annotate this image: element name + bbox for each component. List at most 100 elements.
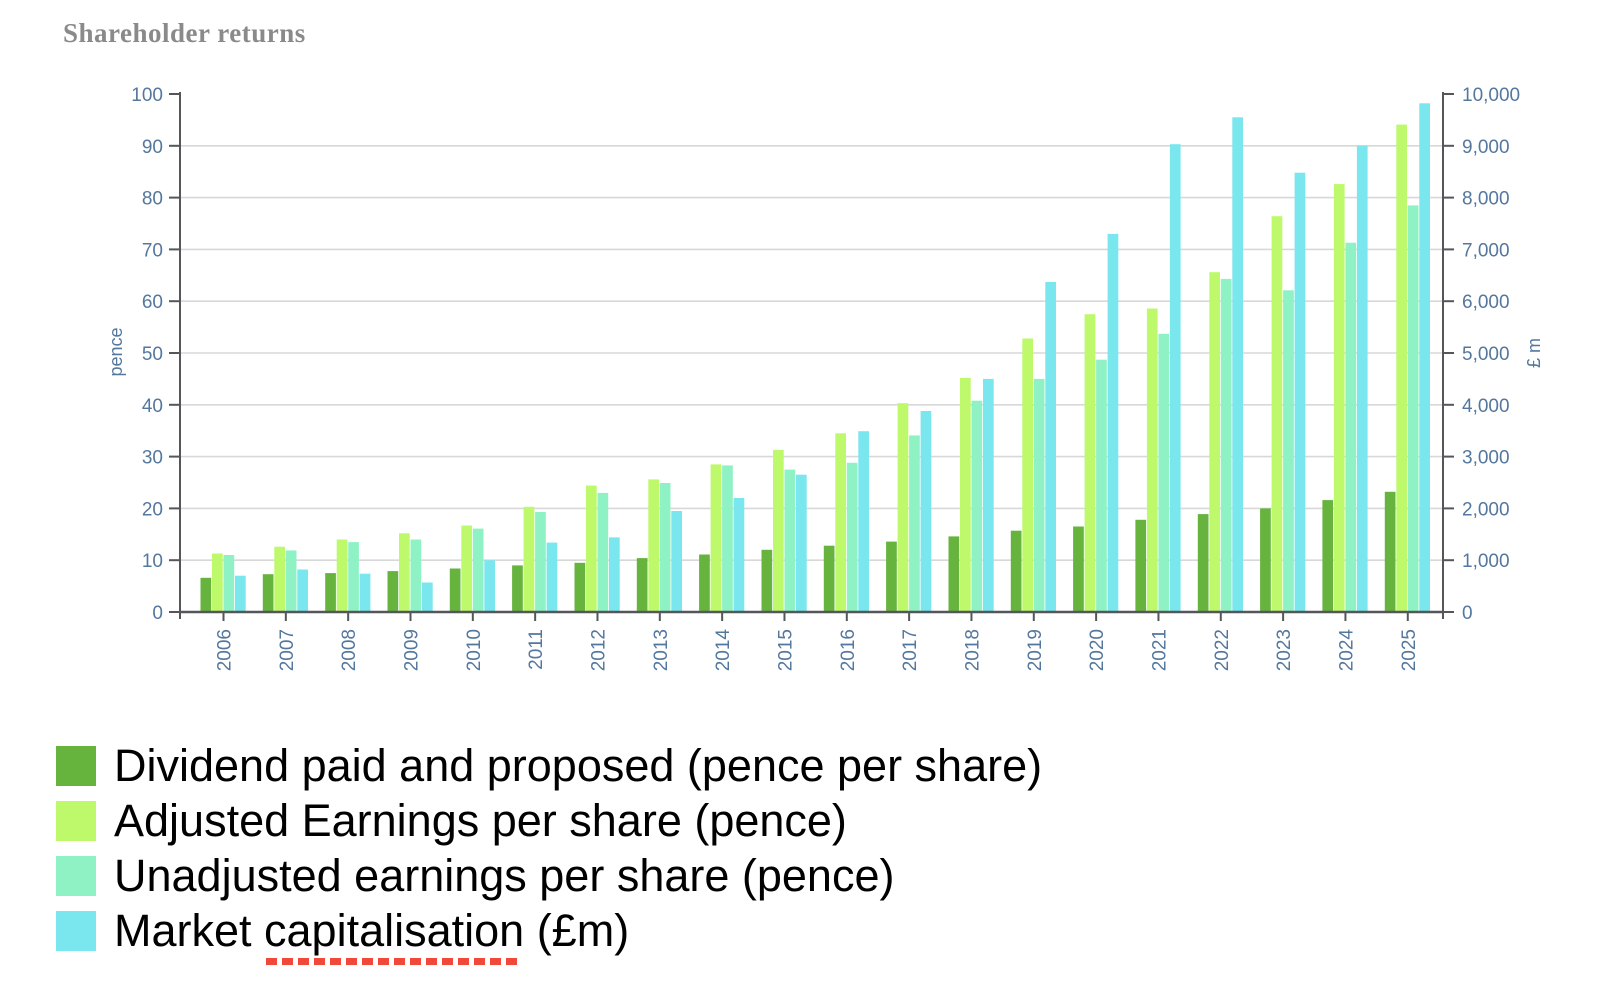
spellcheck-underlined-word: capitalisation — [264, 904, 525, 965]
left-axis-tick-label: 40 — [142, 396, 163, 417]
x-axis-label-2019: 2019 — [1025, 629, 1046, 671]
bar-2019-unadjusted — [1033, 378, 1045, 612]
x-axis-label-2023: 2023 — [1274, 629, 1295, 671]
bar-2010-unadjusted — [472, 528, 484, 612]
bar-2009-unadjusted — [410, 539, 422, 612]
left-axis-tick-label: 10 — [142, 551, 163, 572]
right-axis-unit-label: £ m — [1524, 338, 1544, 368]
legend-item-dividend: Dividend paid and proposed (pence per sh… — [56, 738, 1042, 793]
market-cap-swatch-icon — [56, 910, 96, 951]
left-axis-tick-label: 30 — [142, 448, 163, 469]
right-axis-tick-label: 4,000 — [1462, 396, 1510, 417]
bar-2025-unadjusted — [1407, 205, 1419, 612]
bar-2006-market_cap — [235, 575, 246, 612]
right-axis-tick-label: 9,000 — [1462, 137, 1510, 158]
bar-2012-adjusted — [586, 485, 597, 612]
bar-2007-unadjusted — [285, 550, 297, 612]
legend-label-dividend: Dividend paid and proposed (pence per sh… — [114, 739, 1043, 791]
bar-2024-market_cap — [1356, 145, 1368, 613]
left-axis-tick-label: 20 — [142, 499, 163, 520]
bar-2014-adjusted — [710, 464, 722, 612]
x-axis-label-2013: 2013 — [651, 629, 672, 671]
adjusted-eps-swatch-icon — [56, 800, 96, 841]
legend-item-unadjusted-eps: Unadjusted earnings per share (pence) — [56, 848, 1042, 903]
bar-2024-unadjusted — [1345, 242, 1357, 612]
bar-2010-adjusted — [461, 525, 472, 612]
bar-2007-market_cap — [297, 569, 308, 612]
bar-2018-adjusted — [960, 377, 971, 612]
bar-2020-adjusted — [1084, 314, 1096, 612]
bar-2008-unadjusted — [348, 542, 359, 612]
right-axis-tick-label: 2,000 — [1462, 499, 1510, 520]
bar-2021-market_cap — [1169, 144, 1181, 612]
x-axis-label-2018: 2018 — [962, 629, 983, 671]
bar-2022-adjusted — [1209, 272, 1220, 612]
bar-2018-market_cap — [983, 378, 994, 612]
bar-2018-dividend — [948, 536, 960, 612]
bar-2019-market_cap — [1045, 282, 1056, 612]
bar-2015-dividend — [761, 549, 773, 612]
bar-2014-dividend — [699, 554, 710, 612]
left-axis-tick-label: 50 — [142, 344, 163, 365]
right-axis-tick-label: 3,000 — [1462, 448, 1510, 469]
bar-2019-dividend — [1010, 530, 1022, 612]
bar-2016-market_cap — [858, 431, 869, 612]
bar-2008-adjusted — [336, 539, 348, 612]
market-cap-label-prefix: Market — [114, 904, 265, 956]
unadjusted-eps-swatch-icon — [56, 855, 96, 896]
chart-title: Shareholder returns — [63, 18, 306, 48]
bar-2011-dividend — [512, 565, 523, 612]
x-axis-label-2012: 2012 — [588, 629, 609, 671]
bar-2023-adjusted — [1271, 216, 1283, 612]
bar-2013-dividend — [636, 558, 648, 612]
shareholder-returns-chart: 2006 2007 2008 2009 2010 2011 2012 2013 2014 2015… — [106, 85, 1544, 672]
bar-2017-dividend — [886, 541, 897, 612]
legend-label-market-cap: Market capitalisation (£m) — [114, 904, 630, 965]
x-axis-label-2006: 2006 — [215, 629, 236, 671]
left-axis-tick-label: 60 — [142, 292, 163, 313]
left-axis-tick-label: 70 — [142, 240, 163, 261]
left-axis-tick-label: 0 — [152, 603, 163, 624]
right-axis-tick-label: 1,000 — [1462, 551, 1510, 572]
right-axis-tick-label: 10,000 — [1462, 85, 1520, 106]
right-axis-tick-label: 0 — [1462, 603, 1473, 624]
bar-2009-adjusted — [399, 533, 410, 612]
bar-2023-dividend — [1260, 508, 1271, 612]
bar-2011-adjusted — [523, 506, 535, 612]
legend-item-market-cap: Market capitalisation (£m) — [56, 903, 1042, 965]
legend-label-unadjusted-eps: Unadjusted earnings per share (pence) — [114, 849, 895, 901]
x-axis-label-2014: 2014 — [713, 629, 734, 672]
market-cap-label-suffix: (£m) — [524, 904, 630, 956]
bar-2022-market_cap — [1232, 117, 1243, 613]
bar-2017-market_cap — [920, 411, 932, 612]
bar-2012-market_cap — [609, 537, 620, 612]
x-axis-label-2007: 2007 — [277, 629, 298, 671]
x-axis-label-2022: 2022 — [1212, 629, 1233, 671]
right-axis-tick-label: 7,000 — [1462, 240, 1510, 261]
bar-2013-adjusted — [648, 479, 659, 612]
bar-2022-unadjusted — [1220, 278, 1232, 612]
bar-2013-market_cap — [671, 511, 682, 612]
bar-2012-dividend — [574, 562, 586, 612]
bar-2007-adjusted — [274, 546, 285, 612]
bar-2020-unadjusted — [1096, 359, 1107, 612]
bar-2025-adjusted — [1396, 124, 1407, 612]
bar-2024-dividend — [1322, 500, 1334, 612]
bar-2016-unadjusted — [846, 462, 858, 612]
bar-2015-market_cap — [796, 474, 807, 612]
bar-2020-dividend — [1073, 526, 1084, 612]
dividend-swatch-icon — [56, 745, 96, 786]
bar-2007-dividend — [262, 574, 274, 612]
bar-2014-unadjusted — [722, 465, 733, 612]
left-axis-tick-label: 80 — [142, 189, 163, 210]
x-axis-label-2008: 2008 — [339, 629, 360, 671]
right-axis-tick-label: 8,000 — [1462, 189, 1510, 210]
bar-2024-adjusted — [1333, 184, 1345, 612]
bar-2015-adjusted — [773, 449, 784, 612]
x-axis-label-2016: 2016 — [838, 629, 859, 671]
left-axis-tick-label: 90 — [142, 137, 163, 158]
bar-2010-market_cap — [484, 560, 495, 612]
bar-2021-unadjusted — [1158, 333, 1170, 612]
bar-2012-unadjusted — [597, 492, 609, 612]
left-axis-unit-label: pence — [106, 327, 126, 376]
